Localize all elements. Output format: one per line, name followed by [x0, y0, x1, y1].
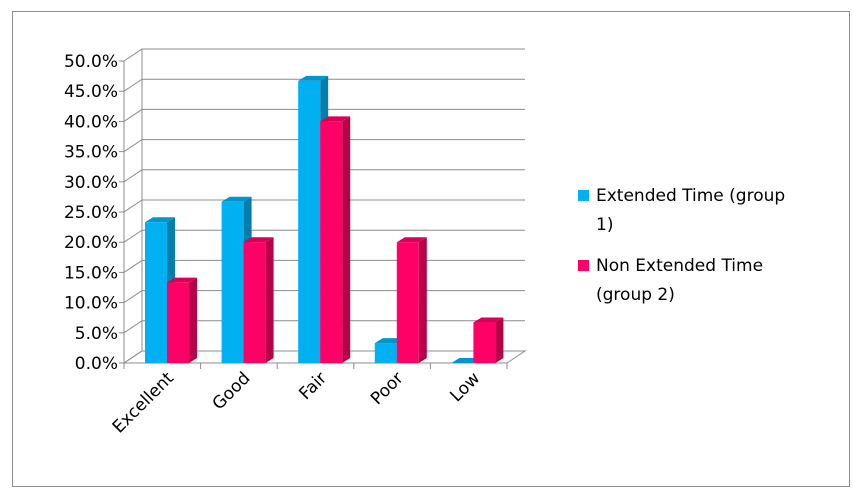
- y-tick-label: 25.0%: [64, 203, 118, 223]
- legend-item-series-1: Extended Time (group 1): [578, 182, 848, 240]
- y-tick-label: 40.0%: [64, 112, 118, 132]
- legend-label-series-1-line-2: 1): [596, 215, 614, 235]
- bar-low-series-2: [473, 317, 504, 363]
- bar-fair-series-2: [320, 116, 351, 364]
- legend-label-series-2-line-1: Non Extended Time: [596, 256, 764, 276]
- gridline: [123, 48, 525, 62]
- y-tick-label: 50.0%: [64, 52, 118, 72]
- legend-swatch-series-1: [578, 190, 589, 201]
- legend-label-series-2-line-2: (group 2): [596, 285, 675, 305]
- bar-good-series-2: [243, 237, 274, 363]
- y-tick-label: 5.0%: [75, 324, 118, 344]
- bar-poor-series-2: [396, 237, 427, 363]
- legend-item-series-2: Non Extended Time (group 2): [578, 252, 848, 310]
- y-tick-label: 30.0%: [64, 173, 118, 193]
- x-category-label: Low: [446, 368, 484, 406]
- x-category-label: Good: [209, 368, 255, 414]
- legend: Extended Time (group 1) Non Extended Tim…: [578, 182, 848, 322]
- y-tick-label: 15.0%: [64, 263, 118, 283]
- y-tick-label: 35.0%: [64, 143, 118, 163]
- x-category-label: Poor: [367, 368, 408, 409]
- legend-label-series-1-line-1: Extended Time (group: [596, 186, 786, 206]
- y-tick-label: 45.0%: [64, 82, 118, 102]
- x-category-label: Excellent: [109, 368, 178, 437]
- x-axis-category-labels: Excellent Good Fair Poor Low: [109, 368, 485, 437]
- bar-excellent-series-2: [167, 277, 197, 363]
- y-tick-label: 20.0%: [64, 233, 118, 253]
- x-category-label: Fair: [295, 368, 331, 404]
- y-axis-tick-labels: 0.0% 5.0% 10.0% 15.0% 20.0% 25.0% 30.0% 35.0% 40…: [64, 52, 118, 374]
- y-tick-label: 10.0%: [64, 294, 118, 314]
- y-tick-label: 0.0%: [75, 354, 118, 374]
- bars: [145, 75, 504, 364]
- legend-swatch-series-2: [578, 260, 589, 271]
